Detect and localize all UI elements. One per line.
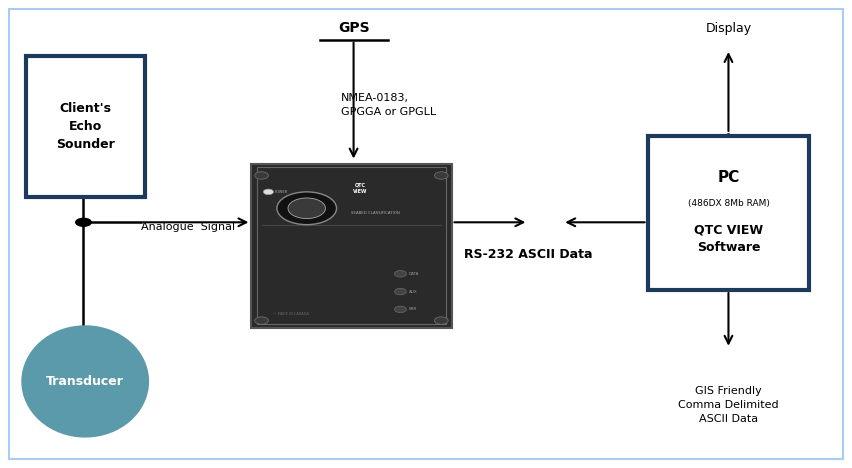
Bar: [251, 164, 452, 328]
Circle shape: [394, 306, 406, 313]
Text: AUX: AUX: [409, 290, 417, 293]
Text: POWER: POWER: [274, 190, 287, 194]
Text: Client's
Echo
Sounder: Client's Echo Sounder: [56, 102, 114, 151]
Text: © MADE IN CANADA: © MADE IN CANADA: [273, 312, 308, 315]
Circle shape: [277, 192, 337, 225]
Circle shape: [435, 317, 448, 324]
Text: Transducer: Transducer: [46, 375, 124, 388]
Circle shape: [435, 172, 448, 179]
Text: SEABED CLASSIFICATION: SEABED CLASSIFICATION: [350, 211, 400, 215]
Bar: [26, 56, 145, 197]
Text: DATA: DATA: [409, 272, 419, 276]
Text: GIS Friendly
Comma Delimited
ASCII Data: GIS Friendly Comma Delimited ASCII Data: [678, 386, 779, 424]
Text: ERR: ERR: [409, 307, 417, 311]
Text: GPS: GPS: [337, 21, 370, 35]
Text: (486DX 8Mb RAM): (486DX 8Mb RAM): [688, 199, 769, 208]
Bar: [648, 136, 809, 290]
Text: PC: PC: [717, 170, 740, 185]
Circle shape: [75, 218, 92, 227]
Circle shape: [263, 189, 273, 195]
Circle shape: [288, 198, 325, 219]
Circle shape: [394, 271, 406, 277]
Bar: [257, 167, 446, 324]
Circle shape: [255, 317, 268, 324]
Text: RS-232 ASCII Data: RS-232 ASCII Data: [464, 248, 593, 261]
Circle shape: [255, 172, 268, 179]
Circle shape: [394, 288, 406, 295]
Text: QTC VIEW
Software: QTC VIEW Software: [694, 224, 763, 254]
Text: Analogue  Signal: Analogue Signal: [141, 222, 234, 232]
Ellipse shape: [21, 325, 149, 438]
Text: Display: Display: [705, 22, 751, 35]
Text: NMEA-0183,
GPGGA or GPGLL: NMEA-0183, GPGGA or GPGLL: [341, 93, 436, 117]
Text: QTC
VIEW: QTC VIEW: [354, 183, 367, 194]
